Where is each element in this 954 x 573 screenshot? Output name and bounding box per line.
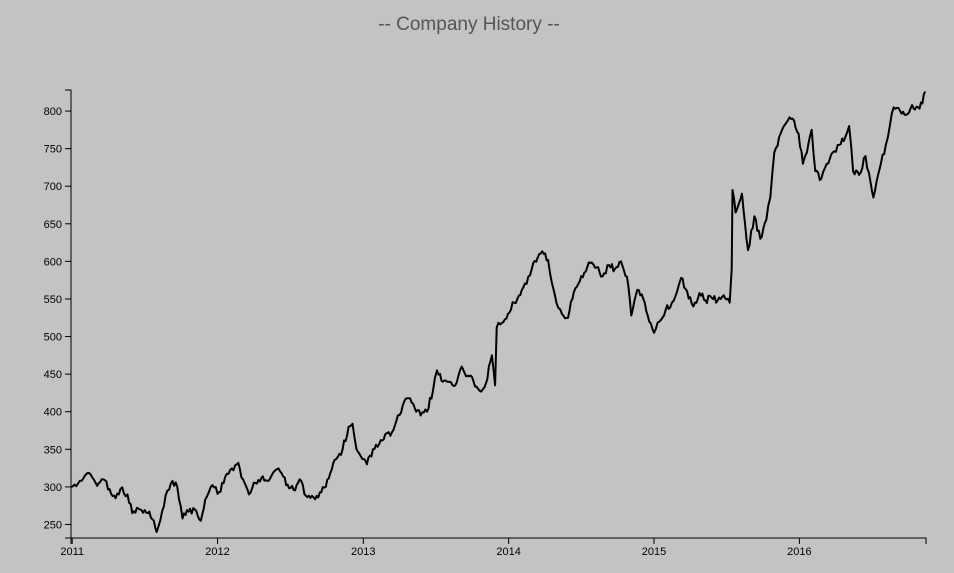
series-group	[70, 91, 927, 533]
y-tick-label: 300	[44, 482, 62, 494]
y-tick-label: 600	[44, 256, 62, 268]
y-tick-label: 450	[44, 369, 62, 381]
x-tick-label: 2016	[787, 546, 811, 558]
x-tick-label: 2015	[642, 546, 666, 558]
y-tick-label: 800	[44, 106, 62, 118]
y-axis-line	[65, 89, 72, 539]
y-tick-label: 350	[44, 444, 62, 456]
price-line	[70, 91, 927, 533]
x-tick-label: 2014	[496, 546, 520, 558]
y-tick-label: 400	[44, 407, 62, 419]
y-tick-label: 550	[44, 294, 62, 306]
chart-title: -- Company History --	[378, 14, 560, 35]
y-axis: 250 300 350 400 450 500 550 600 650 700 750 800	[44, 89, 72, 539]
x-axis: 2011 2012 2013 2014 2015 2016	[60, 537, 927, 558]
x-axis-line	[70, 537, 927, 544]
y-tick-label: 250	[44, 519, 62, 531]
y-tick-label: 500	[44, 332, 62, 344]
x-tick-label: 2012	[205, 546, 229, 558]
x-tick-label: 2011	[60, 546, 84, 558]
y-tick-label: 750	[44, 144, 62, 156]
y-tick-label: 650	[44, 219, 62, 231]
x-tick-label: 2013	[351, 546, 375, 558]
y-tick-label: 700	[44, 181, 62, 193]
